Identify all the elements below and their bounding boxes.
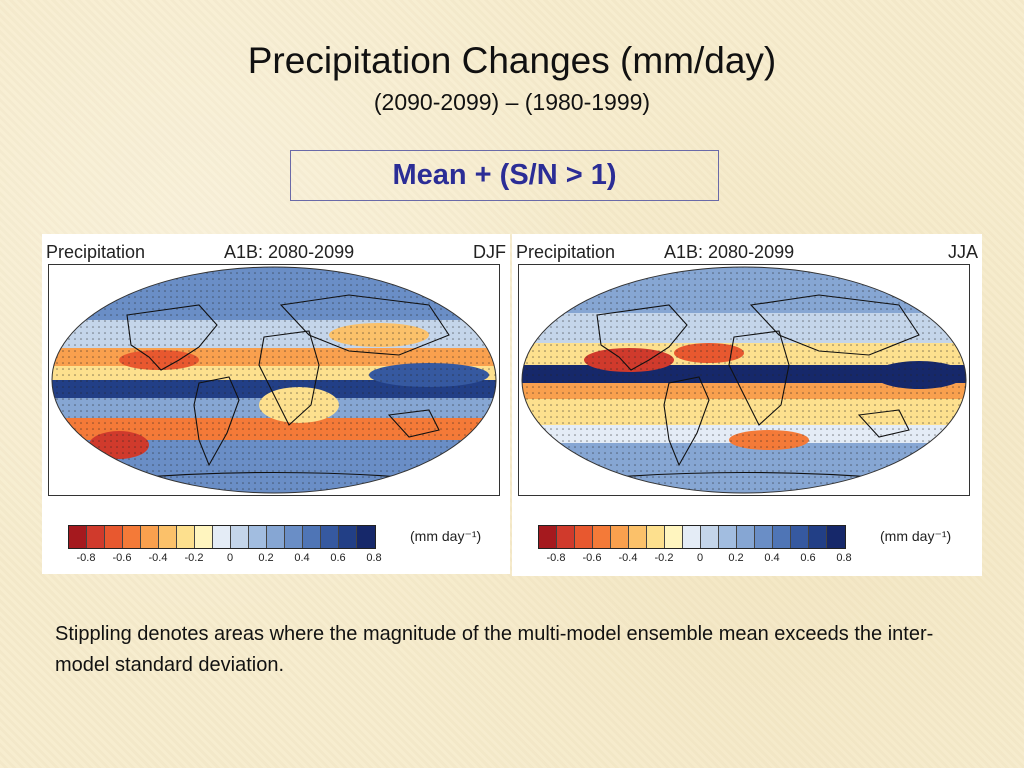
colorbar-swatch (809, 526, 827, 548)
colorbar-swatch (737, 526, 755, 548)
panel-variable: Precipitation (516, 242, 616, 262)
colorbar-tick-label: 0.2 (258, 552, 274, 564)
mean-label-box: Mean + (S/N > 1) (290, 150, 719, 201)
map-panel-jja: Precipitation A1B: 2080-2099 JJA (512, 234, 982, 576)
slide-subtitle: (2090-2099) – (1980-1999) (373, 89, 651, 115)
colorbar-swatch (665, 526, 683, 548)
colorbar-swatch (593, 526, 611, 548)
colorbar-swatch (339, 526, 357, 548)
mean-label: Mean + (S/N > 1) (392, 159, 617, 191)
colorbar-swatch (629, 526, 647, 548)
colorbar-swatch (539, 526, 557, 548)
map-panel-djf: Precipitation A1B: 2080-2099 DJF (42, 234, 510, 574)
colorbar-swatch (719, 526, 737, 548)
colorbar-swatch (701, 526, 719, 548)
caption: Stippling denotes areas where the magnit… (55, 623, 934, 676)
colorbar-ticks: -0.8 -0.6 -0.4 -0.2 0 0.2 0.4 0.6 0.8 (532, 552, 872, 568)
colorbar-tick-label: -0.4 (148, 552, 168, 564)
colorbar-tick-label: -0.4 (618, 552, 638, 564)
colorbar-swatch (267, 526, 285, 548)
colorbar-swatch (69, 526, 87, 548)
precipitation-field (52, 267, 496, 493)
colorbar-tick-label: 0.6 (330, 552, 346, 564)
colorbar-units: (mm day⁻¹) (410, 528, 482, 544)
colorbar: -0.8 -0.6 -0.4 -0.2 0 0.2 0.4 0.6 0.8 (mm day⁻¹) (532, 522, 972, 568)
colorbar-tick-label: 0 (696, 552, 704, 564)
colorbar-swatch (575, 526, 593, 548)
colorbar-swatch (827, 526, 845, 548)
colorbar-swatch (321, 526, 339, 548)
colorbar-tick-label: 0.2 (728, 552, 744, 564)
colorbar-swatch (557, 526, 575, 548)
colorbar-tick-label: -0.8 (546, 552, 566, 564)
colorbar: -0.8 -0.6 -0.4 -0.2 0 0.2 0.4 0.6 0.8 (mm day⁻¹) (62, 522, 502, 568)
colorbar-tick-label: 0.6 (800, 552, 816, 564)
colorbar-swatch (755, 526, 773, 548)
colorbar-swatches (538, 525, 846, 549)
colorbar-swatch (683, 526, 701, 548)
colorbar-tick-label: -0.2 (184, 552, 204, 564)
colorbar-tick-label: -0.6 (112, 552, 132, 564)
colorbar-tick-label: 0 (226, 552, 234, 564)
world-map (51, 266, 497, 494)
colorbar-swatch (249, 526, 267, 548)
panel-season: JJA (947, 242, 978, 262)
map-frame (518, 264, 970, 496)
colorbar-tick-label: 0.8 (836, 552, 852, 564)
colorbar-swatch (123, 526, 141, 548)
colorbar-swatch (141, 526, 159, 548)
colorbar-ticks: -0.8 -0.6 -0.4 -0.2 0 0.2 0.4 0.6 0.8 (62, 552, 402, 568)
colorbar-units: (mm day⁻¹) (880, 528, 952, 544)
slide-title: Precipitation Changes (mm/day) (247, 40, 777, 81)
map-frame (48, 264, 500, 496)
colorbar-swatch (647, 526, 665, 548)
colorbar-tick-label: 0.4 (294, 552, 310, 564)
colorbar-tick-label: -0.6 (582, 552, 602, 564)
colorbar-swatch (213, 526, 231, 548)
colorbar-swatch (791, 526, 809, 548)
colorbar-swatch (177, 526, 195, 548)
colorbar-swatch (195, 526, 213, 548)
colorbar-swatch (105, 526, 123, 548)
precipitation-field (522, 267, 966, 493)
colorbar-swatch (303, 526, 321, 548)
panel-scenario: A1B: 2080-2099 (224, 242, 355, 262)
colorbar-swatch (773, 526, 791, 548)
panel-header: Precipitation A1B: 2080-2099 DJF (46, 240, 506, 264)
colorbar-tick-label: 0.8 (366, 552, 382, 564)
colorbar-tick-label: -0.8 (76, 552, 96, 564)
colorbar-swatch (87, 526, 105, 548)
colorbar-swatches (68, 525, 376, 549)
colorbar-swatch (357, 526, 375, 548)
panel-season: DJF (473, 242, 506, 262)
colorbar-swatch (231, 526, 249, 548)
panel-scenario: A1B: 2080-2099 (664, 242, 795, 262)
colorbar-swatch (285, 526, 303, 548)
world-map (521, 266, 967, 494)
panel-header: Precipitation A1B: 2080-2099 JJA (516, 240, 978, 264)
panel-variable: Precipitation (46, 242, 146, 262)
colorbar-swatch (611, 526, 629, 548)
colorbar-swatch (159, 526, 177, 548)
colorbar-tick-label: -0.2 (654, 552, 674, 564)
colorbar-tick-label: 0.4 (764, 552, 780, 564)
